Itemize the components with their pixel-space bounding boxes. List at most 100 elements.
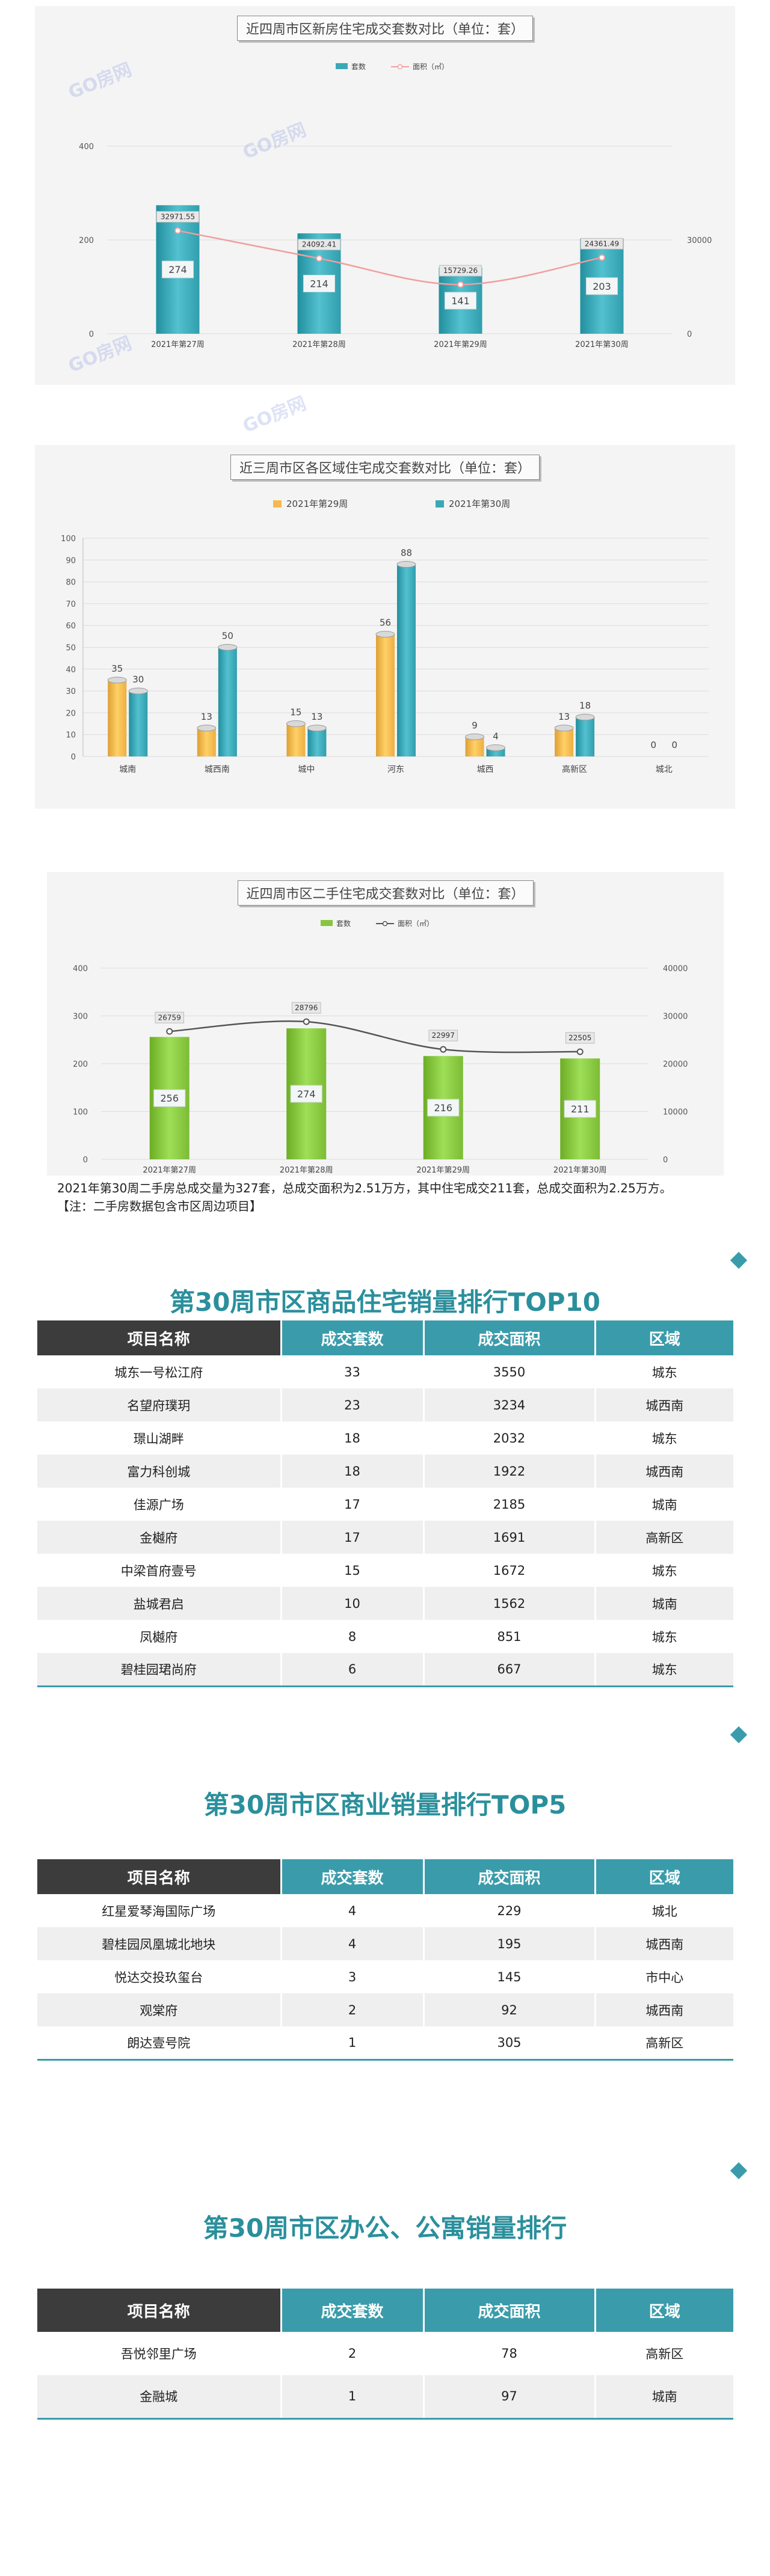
y-tick-label: 0 bbox=[89, 330, 94, 339]
bar-cap bbox=[286, 720, 306, 728]
units-cell: 15 bbox=[281, 1554, 425, 1587]
line-data-label: 32971.55 bbox=[161, 213, 195, 221]
district-cell: 城东 bbox=[595, 1355, 733, 1388]
project-name-cell: 盐城君启 bbox=[37, 1587, 282, 1620]
legend-label: 套数 bbox=[351, 62, 366, 71]
y-tick-label: 50 bbox=[66, 644, 76, 653]
table-row: 吾悦邻里广场 2 78 高新区 bbox=[37, 2332, 733, 2375]
units-cell: 1 bbox=[281, 2375, 425, 2420]
table-row: 璟山湖畔 18 2032 城东 bbox=[37, 1421, 733, 1455]
bar-cap bbox=[575, 714, 595, 721]
bar-data-label: 9 bbox=[472, 720, 478, 731]
y-tick-label: 0 bbox=[83, 1156, 88, 1165]
x-tick-label: 城南 bbox=[119, 765, 136, 774]
y-tick-label: 100 bbox=[61, 535, 76, 544]
area-cell: 2185 bbox=[424, 1488, 596, 1521]
units-cell: 4 bbox=[281, 1894, 425, 1927]
column-header: 项目名称 bbox=[37, 2289, 282, 2332]
district-cell: 城西南 bbox=[595, 1455, 733, 1488]
bar-data-label: 15 bbox=[290, 707, 301, 718]
project-name-cell: 朗达壹号院 bbox=[37, 2026, 282, 2061]
line-label-box bbox=[298, 239, 340, 251]
y-tick-label: 100 bbox=[73, 1108, 88, 1117]
table-row: 朗达壹号院 1 305 高新区 bbox=[37, 2026, 733, 2061]
units-cell: 23 bbox=[281, 1388, 425, 1421]
x-tick-label: 2021年第29周 bbox=[416, 1166, 470, 1175]
area-cell: 145 bbox=[424, 1960, 596, 1993]
project-name-cell: 凤樾府 bbox=[37, 1620, 282, 1653]
y-tick-label: 300 bbox=[73, 1013, 88, 1022]
commercial-ranking-table: 项目名称 成交套数 成交面积 区域 红星爱琴海国际广场 4 229 城北 碧桂园凤凰城北… bbox=[37, 1859, 733, 2061]
bar-cap bbox=[465, 733, 485, 740]
line-data-label: 22505 bbox=[568, 1034, 591, 1042]
line-point bbox=[599, 254, 605, 261]
bar-cap bbox=[486, 744, 506, 751]
bar-data-label: 214 bbox=[310, 278, 328, 290]
bar-data-label: 274 bbox=[168, 264, 187, 275]
table-row: 名望府璞玥 23 3234 城西南 bbox=[37, 1388, 733, 1421]
project-name-cell: 璟山湖畔 bbox=[37, 1421, 282, 1455]
table-row: 金樾府 17 1691 高新区 bbox=[37, 1521, 733, 1554]
project-name-cell: 金融城 bbox=[37, 2375, 282, 2420]
line-data-label: 15729.26 bbox=[443, 266, 478, 275]
column-header: 区域 bbox=[595, 2289, 733, 2332]
district-cell: 城东 bbox=[595, 1421, 733, 1455]
bar-data-label: 4 bbox=[493, 731, 499, 741]
bar-label-box bbox=[162, 260, 194, 278]
district-cell: 城西南 bbox=[595, 1927, 733, 1960]
column-header: 区域 bbox=[595, 1859, 733, 1894]
line-data-label: 24092.41 bbox=[302, 241, 336, 249]
table-row: 城东一号松江府 33 3550 城东 bbox=[37, 1355, 733, 1388]
table-row: 佳源广场 17 2185 城南 bbox=[37, 1488, 733, 1521]
diamond-icon bbox=[730, 1251, 748, 1269]
y-tick-label: 20 bbox=[66, 709, 76, 718]
y-tick-label: 400 bbox=[79, 143, 94, 152]
units-cell: 33 bbox=[281, 1355, 425, 1388]
line-data-label: 24361.49 bbox=[585, 239, 619, 248]
bar-cap bbox=[218, 644, 238, 651]
district-cell: 城南 bbox=[595, 2375, 733, 2420]
project-name-cell: 佳源广场 bbox=[37, 1488, 282, 1521]
bar-cap bbox=[554, 725, 574, 732]
y-tick-label: 40 bbox=[66, 666, 76, 675]
units-cell: 1 bbox=[281, 2026, 425, 2061]
table-row: 金融城 1 97 城南 bbox=[37, 2375, 733, 2420]
column-header: 区域 bbox=[595, 1320, 733, 1355]
units-cell: 3 bbox=[281, 1960, 425, 1993]
table-row: 悦达交投玖玺台 3 145 市中心 bbox=[37, 1960, 733, 1993]
bar-data-label: 13 bbox=[558, 711, 570, 722]
y-tick-label: 60 bbox=[66, 622, 76, 631]
bar bbox=[376, 634, 395, 756]
bar bbox=[397, 564, 416, 756]
bar bbox=[555, 728, 574, 756]
bar-label-box bbox=[153, 1089, 186, 1107]
section-title: 第30周市区办公、公寓销量排行 bbox=[203, 2213, 567, 2243]
y-tick-label: 200 bbox=[79, 236, 94, 245]
chart-secondhand: 0 100 200 300 400 0 10000 20000 30000 40000 套数 面积（㎡… bbox=[73, 919, 688, 1175]
table-row: 中梁首府壹号 15 1672 城东 bbox=[37, 1554, 733, 1587]
x-tick-label: 城西南 bbox=[205, 765, 230, 774]
chart-new-housing: 0 200 400 0 30000 套数 面积（㎡） 274 2021年第27周 214 2021年… bbox=[79, 62, 712, 349]
line-point bbox=[457, 281, 464, 288]
line-point bbox=[174, 227, 181, 235]
legend-swatch bbox=[336, 63, 348, 69]
column-header: 成交面积 bbox=[424, 1859, 596, 1894]
x-tick-label: 城西 bbox=[477, 765, 494, 774]
office-apartment-ranking-table: 项目名称 成交套数 成交面积 区域 吾悦邻里广场 2 78 高新区 金融城 1 97 城南 bbox=[37, 2289, 733, 2420]
bar bbox=[307, 728, 327, 756]
bar-data-label: 203 bbox=[593, 281, 611, 292]
table-row: 碧桂园凤凰城北地块 4 195 城西南 bbox=[37, 1927, 733, 1960]
district-cell: 城东 bbox=[595, 1554, 733, 1587]
legend-label: 2021年第29周 bbox=[286, 498, 348, 509]
line-label-box bbox=[565, 1032, 595, 1044]
x-tick-label: 河东 bbox=[387, 765, 404, 774]
line-point bbox=[440, 1046, 447, 1053]
section-title: 第30周市区商业销量排行TOP5 bbox=[203, 1790, 567, 1820]
line-data-label: 28796 bbox=[295, 1004, 318, 1012]
area-cell: 851 bbox=[424, 1620, 596, 1653]
bar-data-label: 18 bbox=[579, 701, 591, 711]
area-cell: 92 bbox=[424, 1993, 596, 2026]
line-label-box bbox=[155, 1011, 184, 1023]
y-tick-label: 80 bbox=[66, 578, 76, 587]
